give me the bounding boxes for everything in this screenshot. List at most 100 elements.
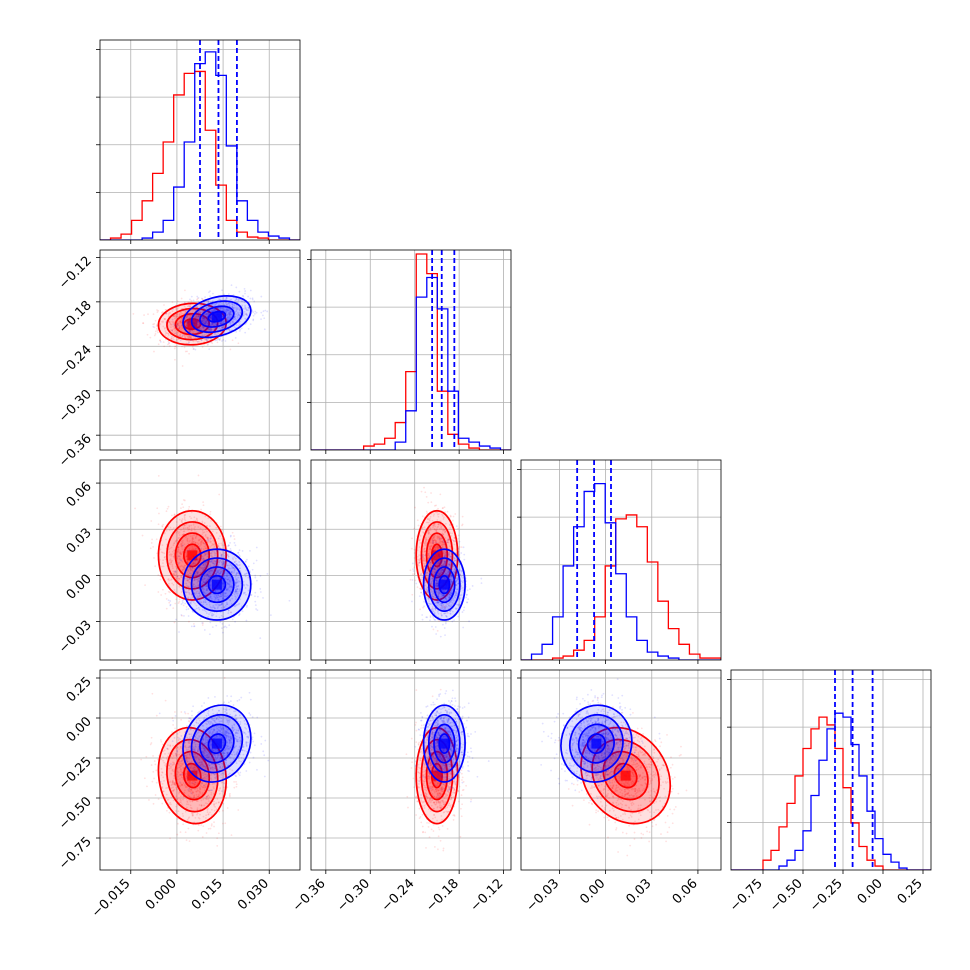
panel-3-1: −0.36 −0.30 −0.24 −0.18 −0.12 [290, 669, 512, 915]
y-tick-label: −0.24 [56, 343, 95, 382]
contour-series-1 [422, 704, 466, 783]
density-peak [211, 738, 222, 749]
y-tick-label: −0.12 [56, 254, 95, 293]
panel-frame [520, 669, 722, 871]
histogram-series-0 [731, 716, 931, 870]
panel-frame [730, 669, 932, 871]
panel-frame [520, 459, 722, 661]
contour-series-0 [415, 726, 459, 825]
y-tick-label: 0.03 [64, 525, 95, 556]
contour-series-1 [190, 713, 244, 774]
y-tick-label: −0.75 [56, 834, 95, 873]
contour-series-1 [438, 733, 451, 755]
panel-frame [310, 669, 512, 871]
histogram-series-1 [100, 51, 300, 240]
panel-3-0: −0.015 0.000 0.015 0.030 −0.75−0.50−0.25 0.00… [56, 669, 301, 921]
panel-3-3: −0.75 −0.50 −0.25 0.00 0.25 [727, 669, 932, 915]
contour-series-1 [438, 574, 451, 595]
x-tick-label: −0.36 [290, 876, 329, 915]
contour-series-0 [157, 509, 228, 601]
density-peak [187, 550, 198, 561]
x-tick-label: −0.12 [468, 876, 507, 915]
x-tick-label: 0.00 [577, 876, 608, 907]
x-tick-label: −0.25 [807, 876, 846, 915]
panels: −0.36−0.30−0.24−0.18−0.12−0.030.000.030.… [56, 39, 932, 921]
contour-series-1 [577, 723, 615, 764]
x-tick-label: −0.75 [727, 876, 766, 915]
x-tick-label: −0.015 [89, 876, 134, 921]
x-tick-label: −0.03 [524, 876, 563, 915]
density-peak [591, 738, 602, 749]
panel-frame [99, 669, 301, 871]
y-tick-label: −0.18 [56, 298, 95, 337]
y-tick-label: −0.50 [56, 794, 95, 833]
contour-series-1 [199, 723, 235, 764]
x-tick-label: 0.25 [895, 876, 926, 907]
x-tick-label: −0.24 [379, 876, 418, 915]
panel-frame [99, 249, 301, 451]
x-tick-label: −0.18 [423, 876, 462, 915]
density-peak [620, 770, 631, 781]
density-peak [439, 738, 450, 749]
contour-series-0 [420, 521, 454, 590]
panel-2-1 [307, 459, 512, 664]
histogram-series-0 [311, 253, 511, 450]
contour-series-1 [199, 566, 235, 604]
density-peak [187, 770, 198, 781]
contour-series-0 [425, 532, 449, 579]
contour-series-0 [425, 750, 449, 801]
panel-1-0: −0.36 −0.30 −0.24 −0.18 −0.12 [56, 249, 301, 470]
contour-series-1 [422, 548, 466, 621]
contour-series-1 [199, 305, 235, 328]
y-tick-label: −0.36 [56, 431, 95, 470]
contour-series-0 [591, 738, 660, 813]
contour-series-1 [568, 713, 624, 774]
contour-series-0 [420, 738, 454, 813]
y-tick-label: −0.03 [56, 618, 95, 657]
contour-series-1 [182, 704, 252, 783]
histogram-series-1 [521, 482, 721, 660]
contour-series-0 [182, 762, 202, 789]
y-tick-label: 0.06 [64, 479, 95, 510]
contour-series-1 [427, 713, 461, 774]
contour-series-1 [190, 557, 244, 613]
panel-frame [99, 459, 301, 661]
contour-series-1 [182, 295, 252, 339]
contour-series-0 [613, 762, 638, 789]
x-tick-label: 0.000 [143, 876, 180, 913]
x-tick-label: 0.06 [670, 876, 701, 907]
panel-frame [310, 249, 512, 451]
x-tick-label: 0.015 [189, 876, 226, 913]
contour-series-1 [207, 733, 227, 755]
y-tick-label: 0.25 [64, 674, 95, 705]
density-peak [431, 550, 442, 561]
panel-2-2 [517, 459, 722, 664]
contour-series-1 [433, 723, 456, 764]
histogram-series-1 [311, 276, 511, 450]
panel-3-2: −0.03 0.00 0.03 0.06 [517, 669, 722, 915]
y-tick-label: 0.00 [64, 572, 95, 603]
contour-series-0 [174, 750, 211, 801]
y-tick-label: 0.00 [64, 714, 95, 745]
contour-series-0 [415, 509, 459, 601]
y-tick-label: −0.25 [56, 754, 95, 793]
contour-series-1 [427, 557, 461, 613]
density-peak [439, 579, 450, 590]
x-tick-label: −0.50 [767, 876, 806, 915]
contour-series-1 [190, 300, 244, 334]
panel-1-1 [307, 249, 512, 454]
y-tick-label: −0.30 [56, 387, 95, 426]
contour-series-1 [182, 548, 252, 621]
x-tick-label: −0.30 [334, 876, 373, 915]
panel-0-0 [96, 39, 301, 244]
contour-series-1 [560, 704, 633, 783]
panel-2-0: −0.03 0.00 0.03 0.06 [56, 459, 301, 664]
x-tick-label: 0.00 [855, 876, 886, 907]
contour-series-1 [207, 574, 227, 595]
x-tick-label: 0.030 [235, 876, 272, 913]
histogram-series-1 [731, 712, 931, 870]
histogram-series-0 [521, 514, 721, 660]
contour-series-1 [586, 733, 607, 755]
panel-frame [99, 39, 301, 241]
